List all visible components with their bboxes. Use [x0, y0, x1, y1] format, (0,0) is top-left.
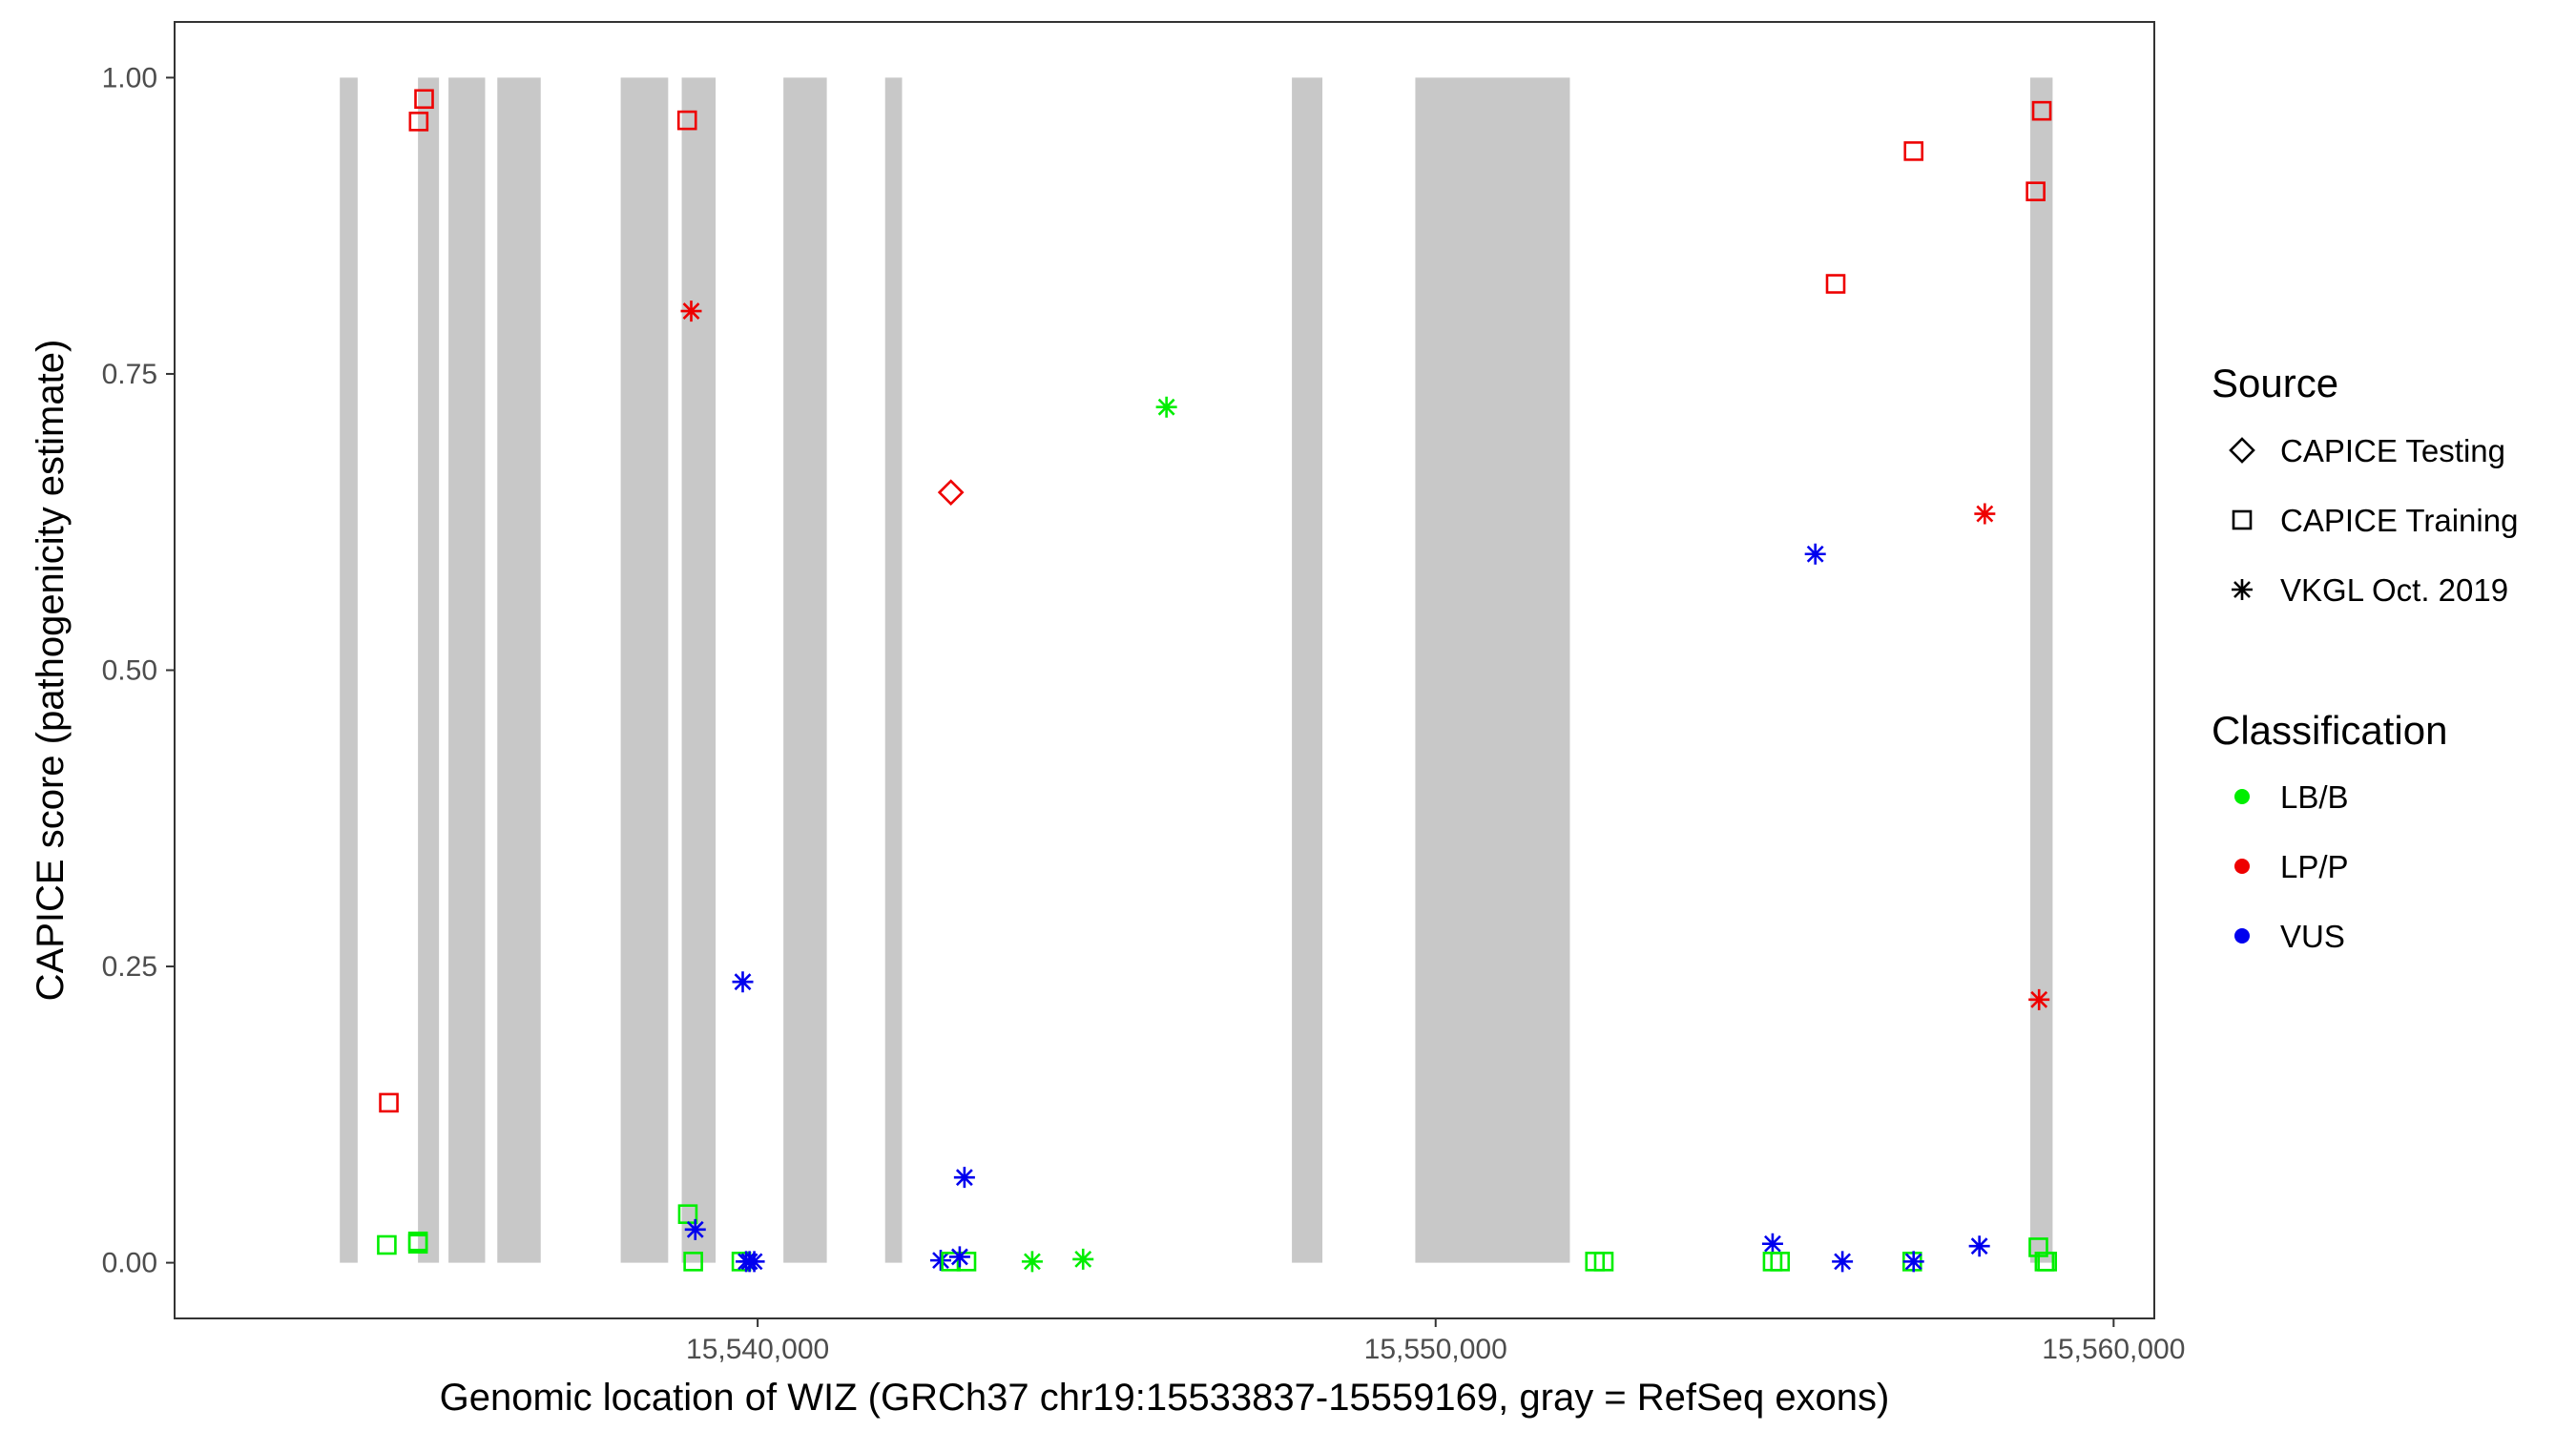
data-point — [1902, 1251, 1924, 1273]
y-tick-label: 1.00 — [102, 62, 157, 93]
data-points — [377, 89, 2058, 1273]
data-point — [1155, 396, 1177, 418]
data-point — [379, 1092, 399, 1113]
legend-source-title: Source — [2212, 361, 2338, 405]
legend-classification-label: VUS — [2280, 919, 2345, 954]
x-tick-label: 15,550,000 — [1364, 1334, 1507, 1365]
data-point — [929, 1250, 951, 1272]
x-axis-title: Genomic location of WIZ (GRCh37 chr19:15… — [440, 1377, 1890, 1419]
data-point — [680, 301, 702, 322]
legend-dot-icon — [2234, 859, 2250, 874]
y-axis: 0.00 0.25 0.50 0.75 1.00 — [102, 62, 175, 1279]
exon-band — [340, 77, 358, 1263]
legend-square-icon — [2232, 509, 2253, 530]
data-point — [2037, 1252, 2058, 1272]
exon-band — [2029, 77, 2053, 1263]
data-point — [683, 1252, 703, 1272]
legend-dot-icon — [2234, 789, 2250, 804]
data-point — [937, 479, 965, 507]
legend-dot-icon — [2234, 928, 2250, 944]
data-point — [1903, 141, 1924, 161]
data-point — [2028, 988, 2050, 1010]
exon-band — [497, 77, 541, 1263]
data-point — [1072, 1248, 1094, 1270]
legend-source-label: CAPICE Testing — [2280, 433, 2505, 468]
legend-diamond-icon — [2229, 437, 2255, 464]
legend-classification-label: LP/P — [2280, 849, 2349, 884]
legend-source-label: CAPICE Training — [2280, 503, 2518, 538]
exon-band — [418, 77, 440, 1263]
data-point — [1770, 1252, 1791, 1272]
data-point — [676, 110, 697, 131]
data-point — [732, 971, 754, 993]
data-point — [743, 1251, 765, 1273]
x-tick-label: 15,560,000 — [2042, 1334, 2185, 1365]
data-point — [408, 112, 429, 132]
exon-band — [1415, 77, 1570, 1263]
legend-source-label: VKGL Oct. 2019 — [2280, 572, 2508, 608]
data-point — [2025, 181, 2046, 201]
data-point — [956, 1252, 977, 1272]
data-point — [407, 1234, 428, 1255]
data-point — [2031, 100, 2052, 121]
data-point — [1968, 1235, 1990, 1257]
data-point — [684, 1218, 706, 1240]
x-axis: 15,540,000 15,550,000 15,560,000 — [686, 1318, 2185, 1365]
y-tick-label: 0.75 — [102, 359, 157, 390]
data-point — [377, 1234, 397, 1255]
data-point — [1761, 1233, 1783, 1255]
data-point — [1021, 1251, 1043, 1273]
exon-band — [1292, 77, 1323, 1263]
data-point — [948, 1246, 970, 1268]
legend: Source CAPICE Testing CAPICE Training VKGL… — [2212, 361, 2518, 954]
legend-asterisk-icon — [2232, 579, 2253, 600]
exon-band — [448, 77, 486, 1263]
exon-band — [884, 77, 903, 1263]
y-tick-label: 0.50 — [102, 655, 157, 687]
data-point — [414, 89, 434, 110]
x-tick-label: 15,540,000 — [686, 1334, 829, 1365]
data-point — [1593, 1252, 1614, 1272]
y-axis-title: CAPICE score (pathogenicity estimate) — [30, 340, 72, 1002]
data-point — [1825, 274, 1846, 294]
legend-classification-label: LB/B — [2280, 779, 2349, 815]
legend-classification-title: Classification — [2212, 708, 2447, 753]
y-tick-label: 0.00 — [102, 1248, 157, 1279]
exon-band — [620, 77, 669, 1263]
exon-band — [681, 77, 717, 1263]
data-point — [1804, 543, 1826, 565]
data-point — [1832, 1251, 1854, 1273]
data-point — [953, 1167, 975, 1189]
exon-band — [783, 77, 827, 1263]
y-tick-label: 0.25 — [102, 951, 157, 983]
data-point — [1974, 503, 1996, 525]
exon-bands — [340, 77, 2053, 1263]
